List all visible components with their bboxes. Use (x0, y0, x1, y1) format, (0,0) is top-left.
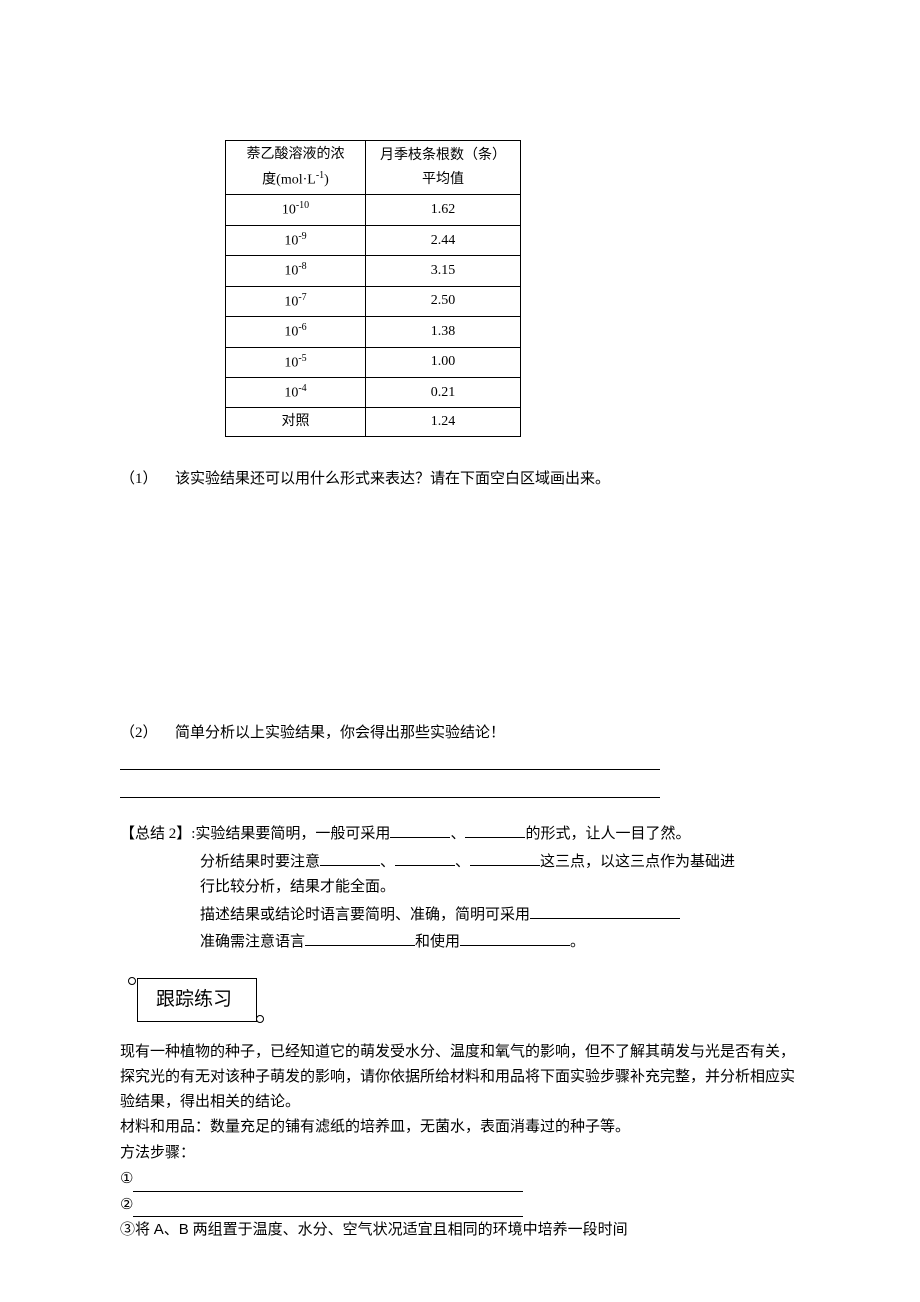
conc-exp: -4 (298, 383, 306, 394)
q2-number: （2） (120, 721, 175, 747)
sep: 、 (450, 822, 465, 848)
table-header-concentration: 萘乙酸溶液的浓 度(mol·L-1) (226, 141, 366, 195)
practice-p2: 材料和用品：数量充足的铺有滤纸的培养皿，无菌水，表面消毒过的种子等。 (120, 1115, 800, 1140)
step3-c: 、 (164, 1222, 179, 1238)
header-col2-line2: 平均值 (422, 172, 464, 187)
q2-text: 简单分析以上实验结果，你会得出那些实验结论！ (175, 721, 505, 747)
q1-text: 该实验结果还可以用什么形式来表达？请在下面空白区域画出来。 (175, 467, 610, 493)
row-value: 0.21 (366, 377, 521, 407)
summary-label: 【总结 2】: (120, 822, 195, 848)
row-value: 1.00 (366, 347, 521, 377)
conc-exp: -6 (298, 322, 306, 333)
step3-d: B (179, 1221, 189, 1238)
blank[interactable] (470, 848, 540, 866)
blank[interactable] (133, 1174, 523, 1192)
sep: 、 (380, 850, 395, 876)
blank[interactable] (465, 820, 525, 838)
row-value: 2.50 (366, 286, 521, 316)
header-col1-sup: -1 (316, 170, 324, 181)
conc-control: 对照 (226, 408, 366, 437)
scroll-decoration-right (256, 980, 266, 1020)
practice-title: 跟踪练习 (156, 989, 232, 1010)
step3-b: A (154, 1221, 164, 1238)
table-row: 10-4 0.21 (226, 377, 521, 407)
step1-label: ① (120, 1171, 133, 1187)
conc-base: 10 (284, 386, 298, 401)
conc-exp: -9 (298, 231, 306, 242)
row-value: 3.15 (366, 256, 521, 286)
conc-exp: -10 (296, 200, 309, 211)
conc-base: 10 (282, 203, 296, 218)
conc-base: 10 (284, 294, 298, 309)
row-value: 2.44 (366, 225, 521, 255)
header-col2-line1: 月季枝条根数（条） (380, 148, 506, 163)
practice-title-box: 跟踪练习 (137, 978, 257, 1022)
summary-line5-c: 。 (570, 930, 585, 956)
summary-line4-a: 描述结果或结论时语言要简明、准确，简明可采用 (200, 903, 530, 929)
question-1: （1） 该实验结果还可以用什么形式来表达？请在下面空白区域画出来。 (120, 467, 800, 493)
table-row: 10-10 1.62 (226, 195, 521, 225)
summary-line2-a: 分析结果时要注意 (200, 850, 320, 876)
summary-line1-c: 的形式，让人一目了然。 (525, 822, 690, 848)
blank[interactable] (395, 848, 455, 866)
q1-number: （1） (120, 467, 175, 493)
answer-line[interactable] (120, 748, 660, 770)
summary-line5-b: 和使用 (415, 930, 460, 956)
practice-p1: 现有一种植物的种子，已经知道它的萌发受水分、温度和氧气的影响，但不了解其萌发与光… (120, 1040, 800, 1114)
blank[interactable] (460, 928, 570, 946)
row-value: 1.38 (366, 317, 521, 347)
table-row: 10-7 2.50 (226, 286, 521, 316)
summary-section: 【总结 2】: 实验结果要简明，一般可采用 、 的形式，让人一目了然。 分析结果… (120, 820, 800, 956)
practice-p3: 方法步骤： (120, 1141, 800, 1166)
table-row: 10-8 3.15 (226, 256, 521, 286)
header-col1-close: ) (324, 172, 329, 187)
table-row: 10-5 1.00 (226, 347, 521, 377)
step2-label: ② (120, 1197, 133, 1213)
summary-line2-d: 这三点，以这三点作为基础进 (540, 850, 735, 876)
blank[interactable] (305, 928, 415, 946)
blank[interactable] (133, 1199, 523, 1217)
summary-line1-a: 实验结果要简明，一般可采用 (195, 822, 390, 848)
experiment-data-table: 萘乙酸溶液的浓 度(mol·L-1) 月季枝条根数（条） 平均值 10-101.… (225, 140, 521, 437)
sep: 、 (455, 850, 470, 876)
drawing-area (120, 495, 800, 713)
row-value: 1.24 (366, 408, 521, 437)
blank[interactable] (530, 901, 680, 919)
question-2: （2） 简单分析以上实验结果，你会得出那些实验结论！ (120, 721, 800, 799)
practice-header: 跟踪练习 (128, 978, 800, 1022)
conc-exp: -7 (298, 292, 306, 303)
table-row: 10-6 1.38 (226, 317, 521, 347)
practice-content: 现有一种植物的种子，已经知道它的萌发受水分、温度和氧气的影响，但不了解其萌发与光… (120, 1040, 800, 1243)
blank[interactable] (320, 848, 380, 866)
conc-base: 10 (284, 233, 298, 248)
conc-base: 10 (284, 264, 298, 279)
summary-line3: 行比较分析，结果才能全面。 (200, 875, 395, 901)
step3-a: ③将 (120, 1222, 154, 1238)
answer-line[interactable] (120, 776, 660, 798)
blank[interactable] (390, 820, 450, 838)
conc-exp: -5 (298, 353, 306, 364)
step3-e: 两组置于温度、水分、空气状况适宜且相同的环境中培养一段时间 (189, 1222, 628, 1238)
header-col1-line1: 萘乙酸溶液的浓 (247, 147, 345, 162)
table-row: 对照1.24 (226, 408, 521, 437)
conc-base: 10 (284, 325, 298, 340)
row-value: 1.62 (366, 195, 521, 225)
summary-line5-a: 准确需注意语言 (200, 930, 305, 956)
header-col1-line2: 度(mol·L (262, 172, 316, 187)
table-header-roots: 月季枝条根数（条） 平均值 (366, 141, 521, 195)
conc-base: 10 (284, 355, 298, 370)
table-body: 10-101.62 10-92.44 10-83.15 10-72.50 10-… (226, 195, 521, 437)
table-row: 10-9 2.44 (226, 225, 521, 255)
conc-exp: -8 (298, 261, 306, 272)
